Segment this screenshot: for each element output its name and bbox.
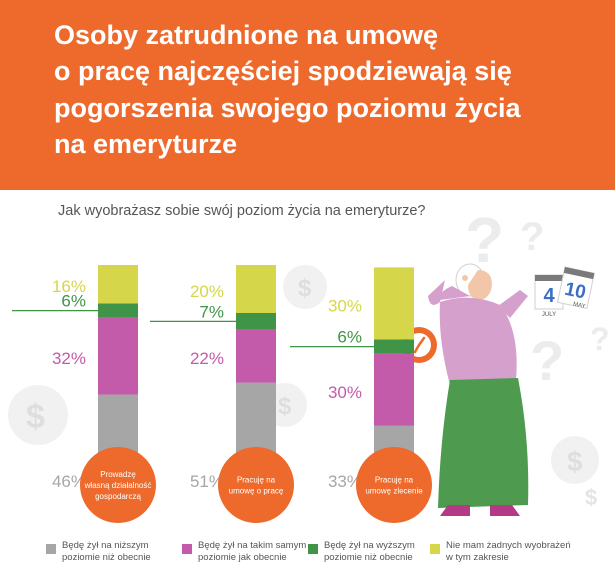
bar-segment — [374, 353, 414, 426]
legend-text: w tym zakresie — [446, 552, 509, 563]
category-label: umowę o pracę — [229, 487, 284, 496]
category-badge — [356, 447, 432, 523]
bar-segment — [98, 265, 138, 304]
legend-swatch — [46, 544, 56, 554]
coin-icon — [283, 265, 327, 309]
dollar-icon: $ — [26, 398, 45, 436]
coin-icon — [551, 436, 599, 484]
bar-segment — [236, 265, 276, 313]
bar-segment — [374, 339, 414, 354]
header-banner: Osoby zatrudnione na umowę o pracę najcz… — [0, 0, 615, 190]
legend-swatch — [182, 544, 192, 554]
dollar-icon: $ — [278, 393, 292, 420]
category-badge — [80, 447, 156, 523]
legend-text: Będę żył na wyższym — [324, 540, 415, 551]
question-mark-icon: ? — [590, 321, 610, 357]
legend-swatch — [430, 544, 440, 554]
category-label: Prowadzę — [100, 470, 136, 479]
legend-text: poziomie jak obecnie — [198, 552, 287, 563]
bar-segment — [236, 329, 276, 383]
data-label: 6% — [61, 292, 86, 311]
chart-question: Jak wyobrażasz sobie swój poziom życia n… — [58, 203, 426, 219]
title-line-2: o pracę najczęściej spodziewają się — [54, 56, 512, 86]
category-label: własną działalność — [84, 481, 152, 490]
category-badges: Prowadzę własną działalność gospodarczą Pra… — [80, 447, 432, 523]
svg-text:MAY: MAY — [572, 302, 586, 310]
legend-text: poziomie niż obecnie — [324, 552, 413, 563]
data-label: 33% — [328, 472, 362, 491]
title-line-4: na emeryturze — [54, 129, 238, 159]
background-decorations: ? ? ? ? $ $ $ $ $ 4 JULY 10 MAY — [8, 204, 610, 516]
data-label: 16% — [52, 277, 86, 296]
bar-segment — [374, 267, 414, 340]
svg-text:10: 10 — [563, 279, 588, 304]
data-label: 7% — [199, 302, 224, 321]
title-line-3: pogorszenia swojego poziomu życia — [54, 93, 521, 123]
data-label: 30% — [328, 383, 362, 402]
dollar-icon: $ — [567, 446, 583, 477]
data-label: 46% — [52, 472, 86, 491]
legend-text: Nie mam żadnych wyobrażeń — [446, 540, 571, 551]
data-label: 30% — [328, 296, 362, 315]
legend-text: Będę żył na takim samym — [198, 540, 307, 551]
data-label: 20% — [190, 282, 224, 301]
category-label: Pracuję na — [237, 476, 276, 485]
data-label: 22% — [190, 349, 224, 368]
bar-segment — [98, 317, 138, 395]
woman-illustration — [428, 263, 529, 516]
chart-data-labels: 46%32%6%16%51%22%7%20%33%30%6%30% — [52, 277, 362, 491]
dollar-icon: $ — [298, 275, 312, 302]
category-label: gospodarczą — [95, 492, 141, 501]
legend-text: poziomie niż obecnie — [62, 552, 151, 563]
calendar-icon: 4 JULY 10 MAY — [534, 266, 595, 318]
category-label: Pracuję na — [375, 476, 414, 485]
category-badge — [218, 447, 294, 523]
category-label: umowę zlecenie — [365, 487, 423, 496]
data-label: 51% — [190, 472, 224, 491]
svg-text:JULY: JULY — [542, 312, 556, 318]
coin-icon — [8, 385, 68, 445]
title-line-1: Osoby zatrudnione na umowę — [54, 20, 439, 50]
question-mark-icon: ? — [530, 329, 564, 392]
data-label: 6% — [337, 328, 362, 347]
question-mark-icon: ? — [520, 215, 544, 259]
bar-segment — [98, 303, 138, 318]
data-label: 32% — [52, 349, 86, 368]
dollar-icon: $ — [585, 485, 597, 510]
bar-segment — [236, 313, 276, 330]
legend-text: Będę żył na niższym — [62, 540, 149, 551]
legend-swatch — [308, 544, 318, 554]
svg-text:4: 4 — [543, 285, 555, 307]
